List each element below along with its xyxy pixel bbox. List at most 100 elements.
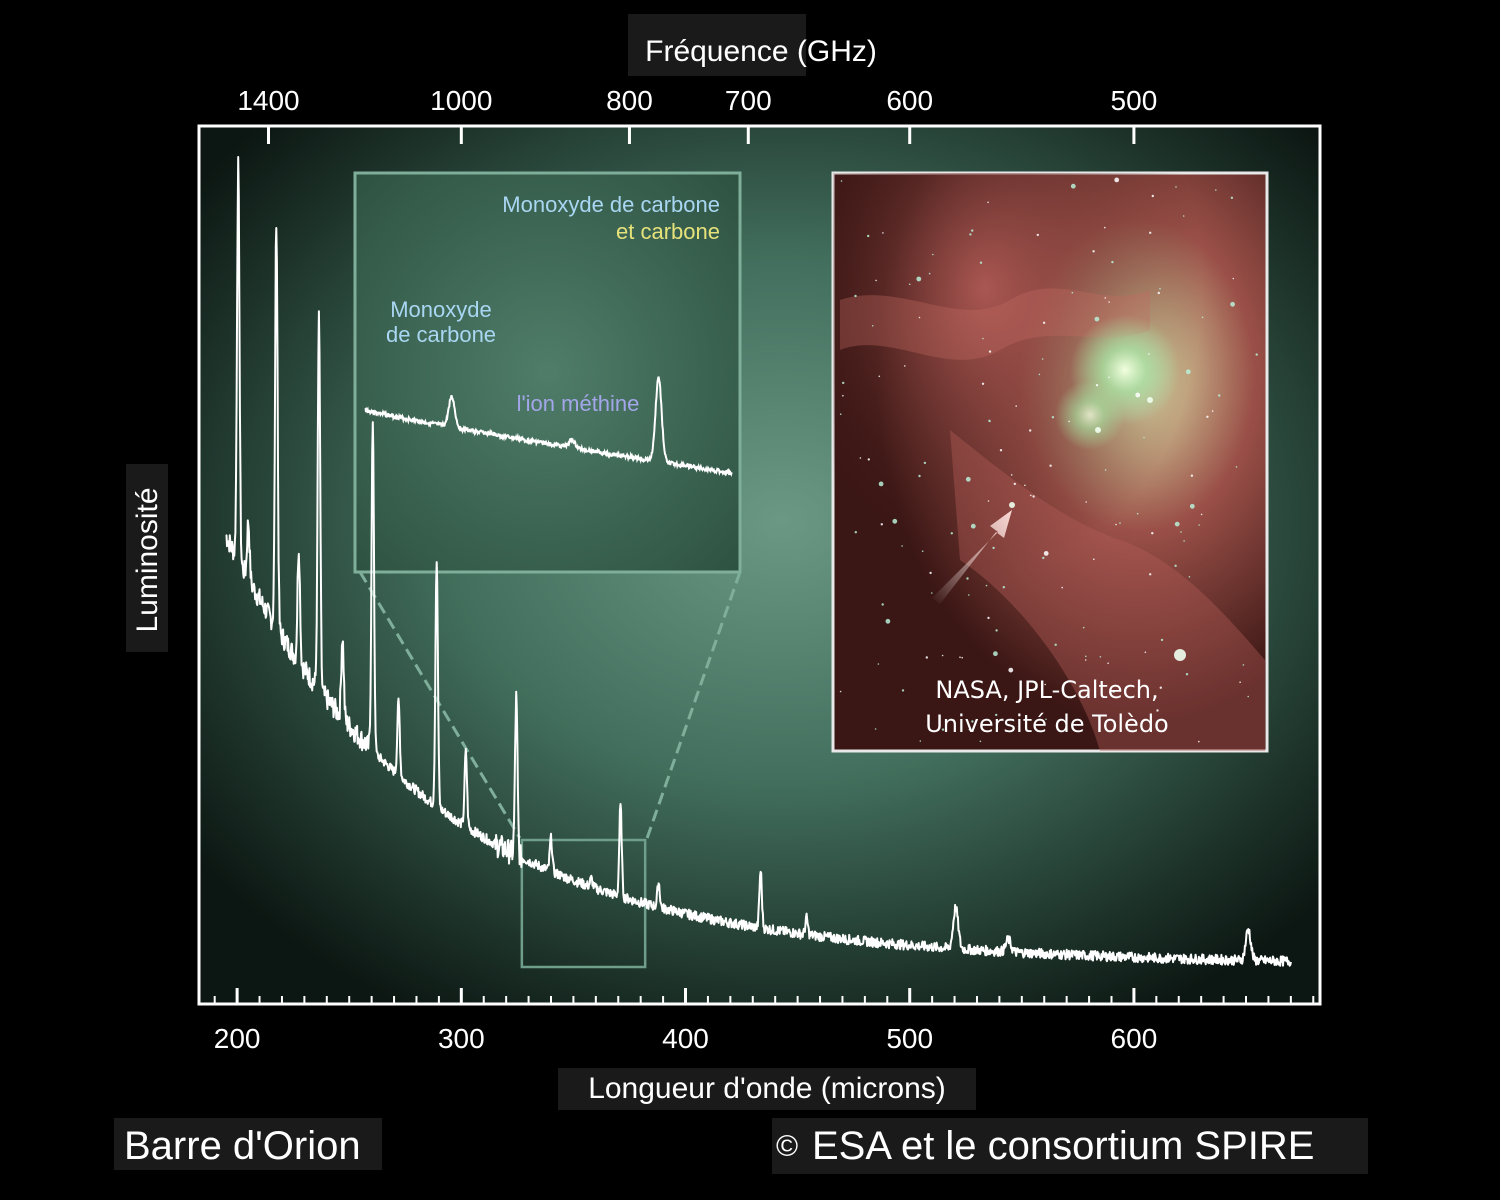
star	[1189, 503, 1195, 509]
star	[840, 180, 843, 182]
star	[925, 656, 928, 659]
star	[1082, 626, 1085, 629]
star	[971, 229, 974, 232]
nebula-haze	[833, 173, 1267, 751]
star	[919, 740, 922, 742]
star	[1084, 659, 1087, 661]
star	[875, 279, 877, 282]
star	[1159, 686, 1163, 689]
star	[1211, 410, 1214, 412]
y-axis-title: Luminosité	[131, 487, 164, 632]
bright-star	[1095, 427, 1101, 433]
photo-credit-line2: Université de Tolèdo	[925, 710, 1169, 738]
star	[971, 720, 974, 723]
star	[1149, 573, 1152, 576]
star	[1071, 291, 1074, 294]
star	[916, 276, 922, 282]
star	[1042, 556, 1045, 560]
star	[881, 603, 884, 606]
star	[1182, 215, 1185, 217]
star	[979, 740, 982, 743]
star	[882, 232, 884, 234]
star	[1232, 277, 1235, 280]
star	[878, 481, 884, 487]
star	[1185, 369, 1191, 375]
star	[1112, 690, 1115, 693]
star	[839, 690, 842, 693]
star	[1108, 301, 1110, 303]
star	[961, 656, 963, 659]
dust-lane	[840, 288, 1150, 360]
star	[921, 550, 924, 552]
x-axis-title: Longueur d'onde (microns)	[588, 1072, 946, 1105]
top-tick-label: 1000	[430, 85, 492, 116]
core-glow	[1055, 380, 1125, 450]
star	[1092, 250, 1095, 253]
star	[932, 253, 934, 256]
star	[878, 375, 881, 378]
star	[1108, 376, 1110, 379]
inset-panel: Monoxyde de carbone et carbone Monoxyde …	[353, 171, 742, 574]
star	[1036, 233, 1040, 237]
star	[1115, 523, 1117, 526]
star	[1085, 655, 1087, 658]
connector-right	[645, 571, 742, 839]
star	[1136, 512, 1139, 515]
star	[877, 663, 880, 665]
star	[965, 476, 971, 482]
star	[1183, 540, 1185, 542]
footer-copyright: ESA et le consortium SPIRE	[812, 1124, 1314, 1168]
star	[839, 413, 842, 416]
x-axis-title-box	[558, 1068, 976, 1110]
star	[1104, 297, 1107, 299]
star	[987, 500, 990, 502]
star	[992, 546, 995, 550]
star	[1235, 466, 1238, 468]
annotation-co-line2: de carbone	[386, 322, 496, 347]
plot-frame	[197, 124, 1322, 1006]
annotation-co-and-c-line2: et carbone	[616, 219, 720, 244]
star	[1148, 353, 1150, 355]
star	[1029, 429, 1032, 432]
star	[1104, 226, 1106, 229]
star	[885, 618, 891, 624]
nebula-photo: NASA, JPL-Caltech, Université de Tolèdo	[831, 171, 1269, 753]
star	[1010, 474, 1013, 476]
star	[1111, 260, 1114, 264]
star	[1070, 183, 1076, 189]
star	[1149, 231, 1152, 234]
star	[1230, 196, 1234, 199]
star	[854, 294, 857, 298]
star	[968, 728, 971, 731]
dust-ridge	[950, 430, 1265, 751]
star	[941, 654, 944, 657]
star	[931, 592, 933, 594]
star	[993, 651, 998, 657]
star	[1099, 656, 1102, 658]
star	[892, 518, 898, 524]
star	[968, 594, 970, 596]
star	[1043, 551, 1049, 556]
star	[923, 461, 927, 465]
star	[871, 325, 874, 327]
star	[970, 523, 976, 529]
star	[901, 689, 905, 692]
photo-credit-line1: NASA, JPL-Caltech,	[935, 676, 1158, 704]
star	[1247, 695, 1249, 698]
star	[1044, 683, 1046, 686]
star	[987, 616, 990, 620]
x-tick-label: 400	[662, 1023, 709, 1054]
top-tick-label: 700	[725, 85, 772, 116]
inset-frame	[353, 171, 742, 574]
star	[995, 713, 998, 717]
star	[867, 458, 870, 461]
star	[842, 381, 845, 385]
star	[1104, 469, 1107, 471]
star	[1242, 664, 1245, 666]
star	[982, 337, 984, 340]
star	[1230, 301, 1235, 307]
star	[1093, 558, 1095, 560]
star	[1032, 495, 1035, 498]
star	[1198, 740, 1200, 743]
